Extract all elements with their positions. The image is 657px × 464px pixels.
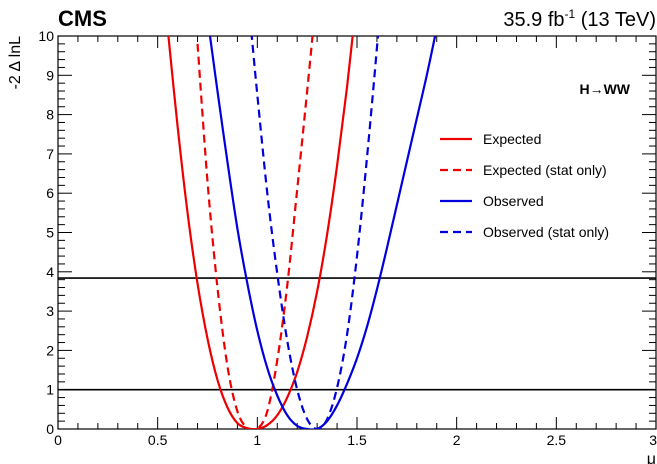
axis-ticks: 0 0.5 1 1.5 2 2.5 3 0 1 2 3 4 5 6 7 8 9 10 <box>38 28 657 448</box>
energy-label: (13 TeV) <box>575 9 656 31</box>
y-tick-label: 10 <box>38 28 54 44</box>
x-tick-label: 2 <box>453 432 461 448</box>
channel-label: H→WW <box>579 81 630 97</box>
y-tick-label: 4 <box>46 264 54 280</box>
series-line-expected-stat-only <box>196 36 314 429</box>
series-line-observed-stat-only <box>250 36 380 429</box>
y-tick-label: 1 <box>46 382 54 398</box>
y-axis-title: -2 Δ lnL <box>7 36 24 89</box>
x-axis-title: μ <box>647 451 656 464</box>
luminosity-label: 35.9 fb <box>503 9 564 31</box>
luminosity-superscript: -1 <box>565 7 576 21</box>
legend-label: Observed <box>483 193 544 209</box>
x-tick-label: 0.5 <box>148 432 168 448</box>
x-tick-label: 3 <box>649 432 657 448</box>
y-tick-label: 3 <box>46 303 54 319</box>
y-tick-label: 2 <box>46 342 54 358</box>
y-tick-label: 6 <box>46 185 54 201</box>
y-tick-label: 8 <box>46 107 54 123</box>
luminosity-energy-label: 35.9 fb-1 (13 TeV) <box>503 7 656 31</box>
legend-label: Expected <box>483 131 541 147</box>
curves <box>167 36 437 429</box>
legend-label: Expected (stat only) <box>483 162 607 178</box>
y-tick-label: 0 <box>46 421 54 437</box>
legend: Expected Expected (stat only) Observed Obse… <box>440 131 609 240</box>
x-tick-label: 0 <box>54 432 62 448</box>
y-tick-label: 7 <box>46 146 54 162</box>
y-tick-label: 9 <box>46 67 54 83</box>
series-line-observed <box>208 36 437 429</box>
series-line-expected <box>167 36 354 429</box>
x-tick-label: 1 <box>253 432 261 448</box>
x-tick-label: 2.5 <box>547 432 567 448</box>
y-tick-label: 5 <box>46 225 54 241</box>
reference-lines <box>58 277 656 391</box>
experiment-label: CMS <box>58 6 107 31</box>
x-tick-label: 1.5 <box>347 432 367 448</box>
legend-label: Observed (stat only) <box>483 224 609 240</box>
